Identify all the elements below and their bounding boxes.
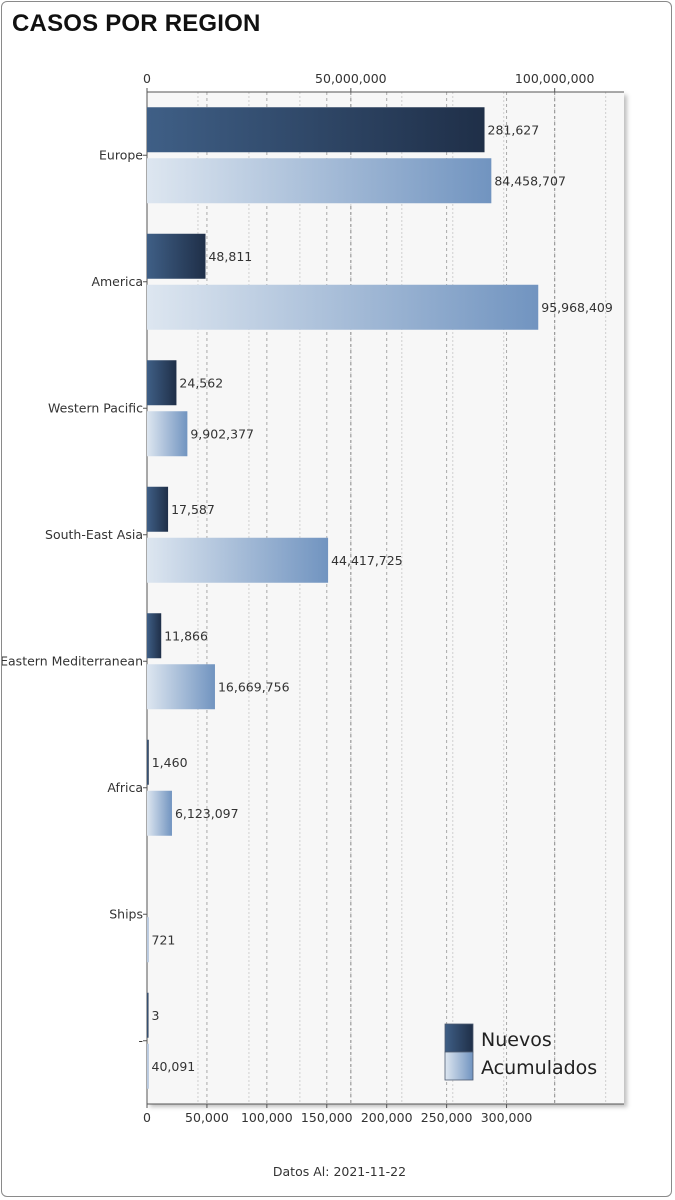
legend-swatch-acumulados <box>444 1051 474 1081</box>
legend-label-nuevos: Nuevos <box>481 1029 552 1051</box>
data-label-acumulados: 84,458,707 <box>494 173 566 188</box>
bar-nuevos[interactable] <box>147 739 149 785</box>
chart-title: CASOS POR REGION <box>12 10 261 37</box>
bottom-axis-tick-label: 250,000 <box>421 1110 473 1125</box>
data-label-nuevos: 17,587 <box>171 502 215 517</box>
top-axis-tick-label: 0 <box>143 71 151 86</box>
data-label-nuevos: 48,811 <box>208 249 252 264</box>
category-label: South-East Asia <box>45 527 143 542</box>
data-label-acumulados: 95,968,409 <box>541 300 613 315</box>
bar-acumulados[interactable] <box>147 411 188 457</box>
bottom-axis-tick-label: 200,000 <box>361 1110 413 1125</box>
legend: Nuevos Acumulados <box>444 1023 597 1081</box>
gridlines <box>197 92 607 1104</box>
legend-label-acumulados: Acumulados <box>481 1057 597 1079</box>
category-label: - <box>138 1033 143 1048</box>
top-axis-tick-label: 100,000,000 <box>515 71 595 86</box>
bar-acumulados[interactable] <box>147 790 172 836</box>
data-label-acumulados: 44,417,725 <box>331 553 403 568</box>
bar-acumulados[interactable] <box>147 158 492 204</box>
data-labels: 281,627 84,458,707 48,811 95,968,409 24,562 9… <box>152 122 613 1074</box>
data-label-acumulados: 6,123,097 <box>175 806 239 821</box>
category-label: Ships <box>109 906 143 921</box>
bar-nuevos[interactable] <box>147 992 149 1038</box>
footer-date: 2021-11-22 <box>333 1164 407 1179</box>
data-label-acumulados: 16,669,756 <box>218 679 290 694</box>
bottom-axis-tick-label: 100,000 <box>241 1110 293 1125</box>
bar-acumulados[interactable] <box>147 1043 149 1089</box>
footer-label: Datos Al: <box>272 1164 330 1179</box>
bar-acumulados[interactable] <box>147 917 149 963</box>
category-label: Europe <box>99 147 143 162</box>
bar-nuevos[interactable] <box>147 107 485 153</box>
bottom-axis-tick-label: 50,000 <box>185 1110 229 1125</box>
data-label-nuevos: 11,866 <box>164 628 208 643</box>
plot-area <box>147 92 624 1104</box>
data-label-acumulados: 721 <box>152 932 176 947</box>
bottom-axis-tick-label: 0 <box>143 1110 151 1125</box>
data-label-acumulados: 40,091 <box>152 1059 196 1074</box>
category-label: Western Pacific <box>48 400 143 415</box>
bars <box>147 107 539 1089</box>
bar-nuevos[interactable] <box>147 613 162 659</box>
data-label-acumulados: 9,902,377 <box>190 426 254 441</box>
bar-nuevos[interactable] <box>147 486 169 532</box>
data-label-nuevos: 281,627 <box>488 122 540 137</box>
bar-nuevos[interactable] <box>147 233 206 279</box>
legend-swatch-nuevos <box>444 1023 474 1053</box>
data-label-nuevos: 1,460 <box>152 755 188 770</box>
bottom-axis-tick-label: 300,000 <box>481 1110 533 1125</box>
bar-chart: 0 50,000,000 100,000,000 0 50,000 100,000 150,… <box>2 71 624 1125</box>
data-label-nuevos: 24,562 <box>179 375 223 390</box>
bar-acumulados[interactable] <box>147 537 329 583</box>
category-label: Africa <box>107 780 143 795</box>
category-label: Eastern Mediterranean <box>2 653 143 668</box>
bar-acumulados[interactable] <box>147 284 539 330</box>
category-label: America <box>91 274 143 289</box>
bar-acumulados[interactable] <box>147 664 215 710</box>
bar-nuevos[interactable] <box>147 360 177 406</box>
bottom-axis-tick-label: 150,000 <box>301 1110 353 1125</box>
data-label-nuevos: 3 <box>152 1008 160 1023</box>
top-axis-tick-label: 50,000,000 <box>315 71 387 86</box>
footer: Datos Al: 2021-11-22 <box>2 1164 675 1179</box>
